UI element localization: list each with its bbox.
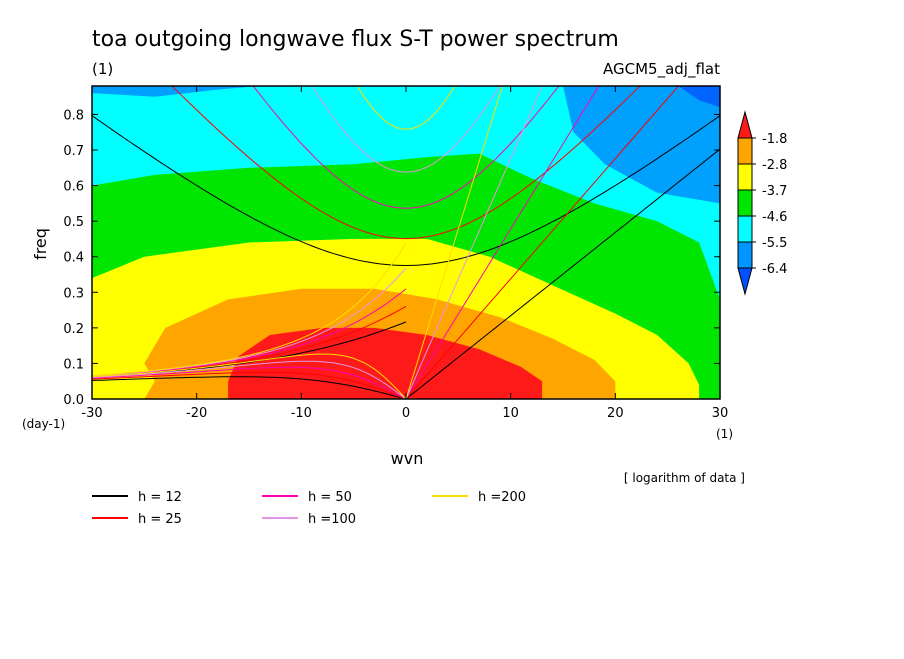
chart-subtitle-left: (1)	[92, 60, 113, 78]
legend-label: h = 12	[138, 490, 182, 505]
colorbar-label: -5.5	[762, 236, 787, 251]
curve-er1-h100	[92, 360, 407, 399]
colorbar-label: -3.7	[762, 184, 787, 199]
curve-kelvin-h50	[405, 86, 600, 399]
colorbar-segment	[737, 241, 753, 269]
legend-label: h = 50	[308, 490, 352, 505]
curve-er1-h25	[92, 371, 407, 399]
y-tick-label: 0.3	[63, 286, 84, 301]
y-tick-label: 0.6	[63, 180, 84, 195]
colorbar-segment	[737, 189, 753, 217]
y-tick-label: 0.8	[63, 108, 84, 123]
x-axis-label: wvn	[391, 449, 424, 468]
colorbar-segment	[737, 137, 753, 165]
curve-mrg-h200	[92, 242, 407, 377]
curve-kelvin-h12	[405, 148, 720, 399]
curve-er1-h50	[92, 366, 407, 399]
y-unit-label: (day-1)	[22, 417, 65, 431]
y-tick-label: 0.4	[63, 251, 84, 266]
y-axis-ticks: 0.0 0.1 0.2 0.3 0.4 0.5 0.6 0.7 0.8	[63, 108, 720, 408]
x-tick-label: 20	[607, 406, 624, 421]
curve-ig1-h25	[171, 86, 641, 240]
curve-ig1-h50	[252, 86, 560, 209]
colorbar-label: -6.4	[762, 262, 787, 277]
x-tick-label: 10	[502, 406, 519, 421]
x-tick-label: -20	[186, 406, 207, 421]
band-blue-left	[92, 86, 260, 97]
colorbar-label: -1.8	[762, 132, 787, 147]
curve-ig1-h100	[311, 86, 501, 173]
curve-er1-h200	[92, 353, 407, 399]
x-axis-ticks: -30 -20 -10 0 10 20 30	[81, 86, 728, 421]
curve-ig1-h200	[356, 86, 456, 130]
x-tick-label: -10	[291, 406, 312, 421]
y-tick-label: 0.5	[63, 215, 84, 230]
y-tick-label: 0.2	[63, 322, 84, 337]
dispersion-curves	[92, 86, 720, 399]
colorbar-top-arrow	[737, 110, 753, 139]
colorbar-segment	[737, 163, 753, 191]
band-yellow-edge	[92, 377, 145, 399]
curve-kelvin-h25	[405, 86, 680, 399]
y-tick-label: 0.7	[63, 144, 84, 159]
colorbar-label: -2.8	[762, 158, 787, 173]
y-tick-label: 0.1	[63, 357, 84, 372]
x-tick-label: -30	[81, 406, 102, 421]
curve-ig1-h12	[92, 115, 720, 267]
data-note: [ logarithm of data ]	[624, 471, 745, 485]
legend-label: h =200	[478, 490, 526, 505]
chart-subtitle-right: AGCM5_adj_flat	[603, 60, 720, 79]
legend-label: h = 25	[138, 512, 182, 527]
y-axis-label: freq	[31, 228, 50, 260]
chart-title: toa outgoing longwave flux S-T power spe…	[92, 27, 619, 52]
legend-label: h =100	[308, 512, 356, 527]
x-tick-label: 30	[712, 406, 729, 421]
curve-kelvin-h200	[405, 86, 503, 399]
colorbar-bottom-arrow	[737, 267, 753, 296]
curve-er1-h12	[92, 376, 407, 399]
band-blue-right	[563, 86, 720, 204]
x-unit-label: (1)	[716, 427, 733, 441]
colorbar-segment	[737, 215, 753, 243]
band-red	[228, 327, 543, 399]
curve-kelvin-h100	[405, 86, 543, 399]
colorbar: -1.8 -2.8 -3.7 -4.6 -5.5 -6.4	[737, 110, 787, 296]
y-tick-label: 0.0	[63, 393, 84, 408]
colorbar-label: -4.6	[762, 210, 787, 225]
x-tick-label: 0	[402, 406, 410, 421]
plot-area	[92, 86, 720, 399]
legend: h = 12 h = 25 h = 50 h =100 h =200	[92, 490, 526, 527]
band-darkblue	[678, 86, 720, 108]
